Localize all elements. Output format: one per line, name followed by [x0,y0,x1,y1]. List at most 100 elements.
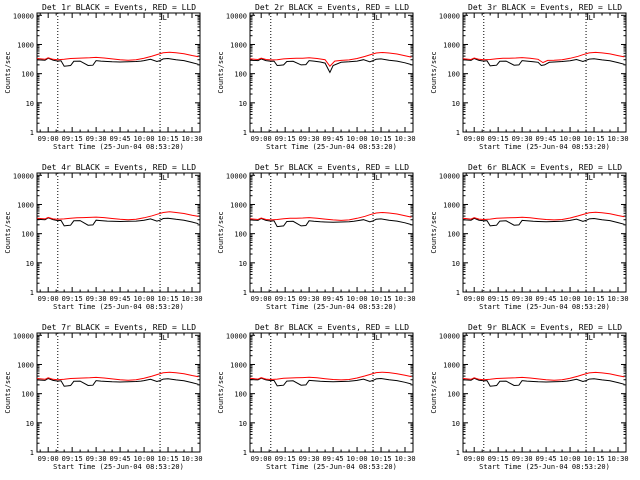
x-tick-label: 10:30 [607,295,628,303]
y-tick-label: 1 [30,129,34,137]
x-tick-label: 09:45 [110,135,131,143]
series-lld-line [249,211,412,221]
series-lld-line [462,211,625,221]
x-tick-label: 09:00 [251,295,272,303]
x-tick-label: 09:30 [86,295,107,303]
y-tick-label: 100 [234,231,247,239]
y-axis-label: Counts/sec [430,211,438,253]
x-tick-label: 09:30 [512,455,533,463]
panel-det-9: Det 9r BLACK = Events, RED = LLD L 1 10 100 1… [430,323,629,471]
panel-title: Det 8r BLACK = Events, RED = LLD [255,323,409,332]
x-tick-label: 10:30 [607,135,628,143]
plot-frame [249,172,414,293]
panel-det-5: Det 5r BLACK = Events, RED = LLD L 1 10 100 1… [217,163,416,311]
y-tick-label: 100 [21,391,34,399]
y-tick-label: 10000 [439,332,460,340]
y-tick-label: 10 [26,420,34,428]
series-lld-line [36,371,199,381]
y-tick-label: 1 [243,289,247,297]
flag-label: L [589,174,593,182]
x-tick-label: 10:30 [181,135,202,143]
x-tick-label: 10:00 [134,135,155,143]
y-tick-label: 1000 [443,201,460,209]
x-axis-label: Start Time (25-Jun-04 08:53:20) [479,463,610,471]
y-axis-label: Counts/sec [4,371,12,413]
x-tick-label: 09:45 [110,455,131,463]
x-tick-label: 09:15 [275,295,296,303]
series-lld-line [36,211,199,221]
panel-title: Det 3r BLACK = Events, RED = LLD [468,3,622,12]
x-tick-label: 09:00 [464,135,485,143]
y-tick-label: 10 [452,420,460,428]
y-tick-label: 10 [239,100,247,108]
panel-det-2: Det 2r BLACK = Events, RED = LLD L 1 10 100 1… [217,3,416,151]
x-tick-label: 09:45 [536,455,557,463]
x-tick-label: 09:45 [536,135,557,143]
y-tick-label: 10000 [226,172,247,180]
x-tick-label: 10:30 [394,295,415,303]
panel-det-3: Det 3r BLACK = Events, RED = LLD L 1 10 100 1… [430,3,629,151]
x-tick-label: 10:00 [134,455,155,463]
y-tick-label: 10 [26,260,34,268]
x-tick-label: 09:00 [251,455,272,463]
y-axis-label: Counts/sec [217,51,225,93]
y-tick-label: 10 [452,260,460,268]
y-tick-label: 100 [447,71,460,79]
y-tick-label: 1000 [17,41,34,49]
x-tick-label: 10:00 [560,135,581,143]
flag-label: L [376,14,380,22]
x-tick-label: 09:00 [464,455,485,463]
flag-label: L [163,14,167,22]
plot-frame [249,332,414,453]
y-axis-label: Counts/sec [430,51,438,93]
x-tick-label: 10:30 [394,455,415,463]
plot-frame [36,12,201,133]
flag-label: L [589,334,593,342]
series-lld-line [462,51,625,64]
flag-label: L [163,334,167,342]
y-tick-label: 100 [447,391,460,399]
y-tick-label: 10000 [13,172,34,180]
flag-label: L [376,334,380,342]
x-tick-label: 09:15 [62,455,83,463]
x-tick-label: 10:30 [394,135,415,143]
series-events-line [36,217,199,227]
x-tick-label: 10:00 [347,455,368,463]
panel-title: Det 9r BLACK = Events, RED = LLD [468,323,622,332]
y-tick-label: 10000 [439,172,460,180]
y-axis-label: Counts/sec [4,211,12,253]
x-tick-label: 09:00 [38,295,59,303]
y-tick-label: 1 [243,129,247,137]
x-tick-label: 10:00 [560,295,581,303]
x-tick-label: 09:30 [299,135,320,143]
x-tick-label: 09:30 [299,295,320,303]
x-tick-label: 09:15 [62,295,83,303]
y-tick-label: 10000 [13,12,34,20]
y-tick-label: 1 [456,129,460,137]
plot-frame [462,332,627,453]
plot-frame [36,332,201,453]
panel-title: Det 1r BLACK = Events, RED = LLD [42,3,196,12]
y-tick-label: 1 [456,449,460,457]
x-tick-label: 09:30 [86,135,107,143]
y-tick-label: 1 [30,449,34,457]
series-events-line [249,217,412,228]
x-tick-label: 10:15 [371,295,392,303]
x-axis-label: Start Time (25-Jun-04 08:53:20) [53,143,184,151]
x-axis-label: Start Time (25-Jun-04 08:53:20) [266,303,397,311]
x-tick-label: 09:45 [536,295,557,303]
panel-title: Det 6r BLACK = Events, RED = LLD [468,163,622,172]
plot-frame [462,172,627,293]
x-tick-label: 09:45 [323,135,344,143]
y-tick-label: 1 [30,289,34,297]
series-events-line [249,58,412,74]
x-axis-label: Start Time (25-Jun-04 08:53:20) [266,143,397,151]
y-tick-label: 10000 [13,332,34,340]
x-tick-label: 10:30 [607,455,628,463]
y-tick-label: 10000 [226,12,247,20]
panel-det-4: Det 4r BLACK = Events, RED = LLD L 1 10 100 1… [4,163,203,311]
panel-title: Det 7r BLACK = Events, RED = LLD [42,323,196,332]
x-tick-label: 10:00 [347,135,368,143]
x-tick-label: 09:15 [488,295,509,303]
panel-det-8: Det 8r BLACK = Events, RED = LLD L 1 10 100 1… [217,323,416,471]
